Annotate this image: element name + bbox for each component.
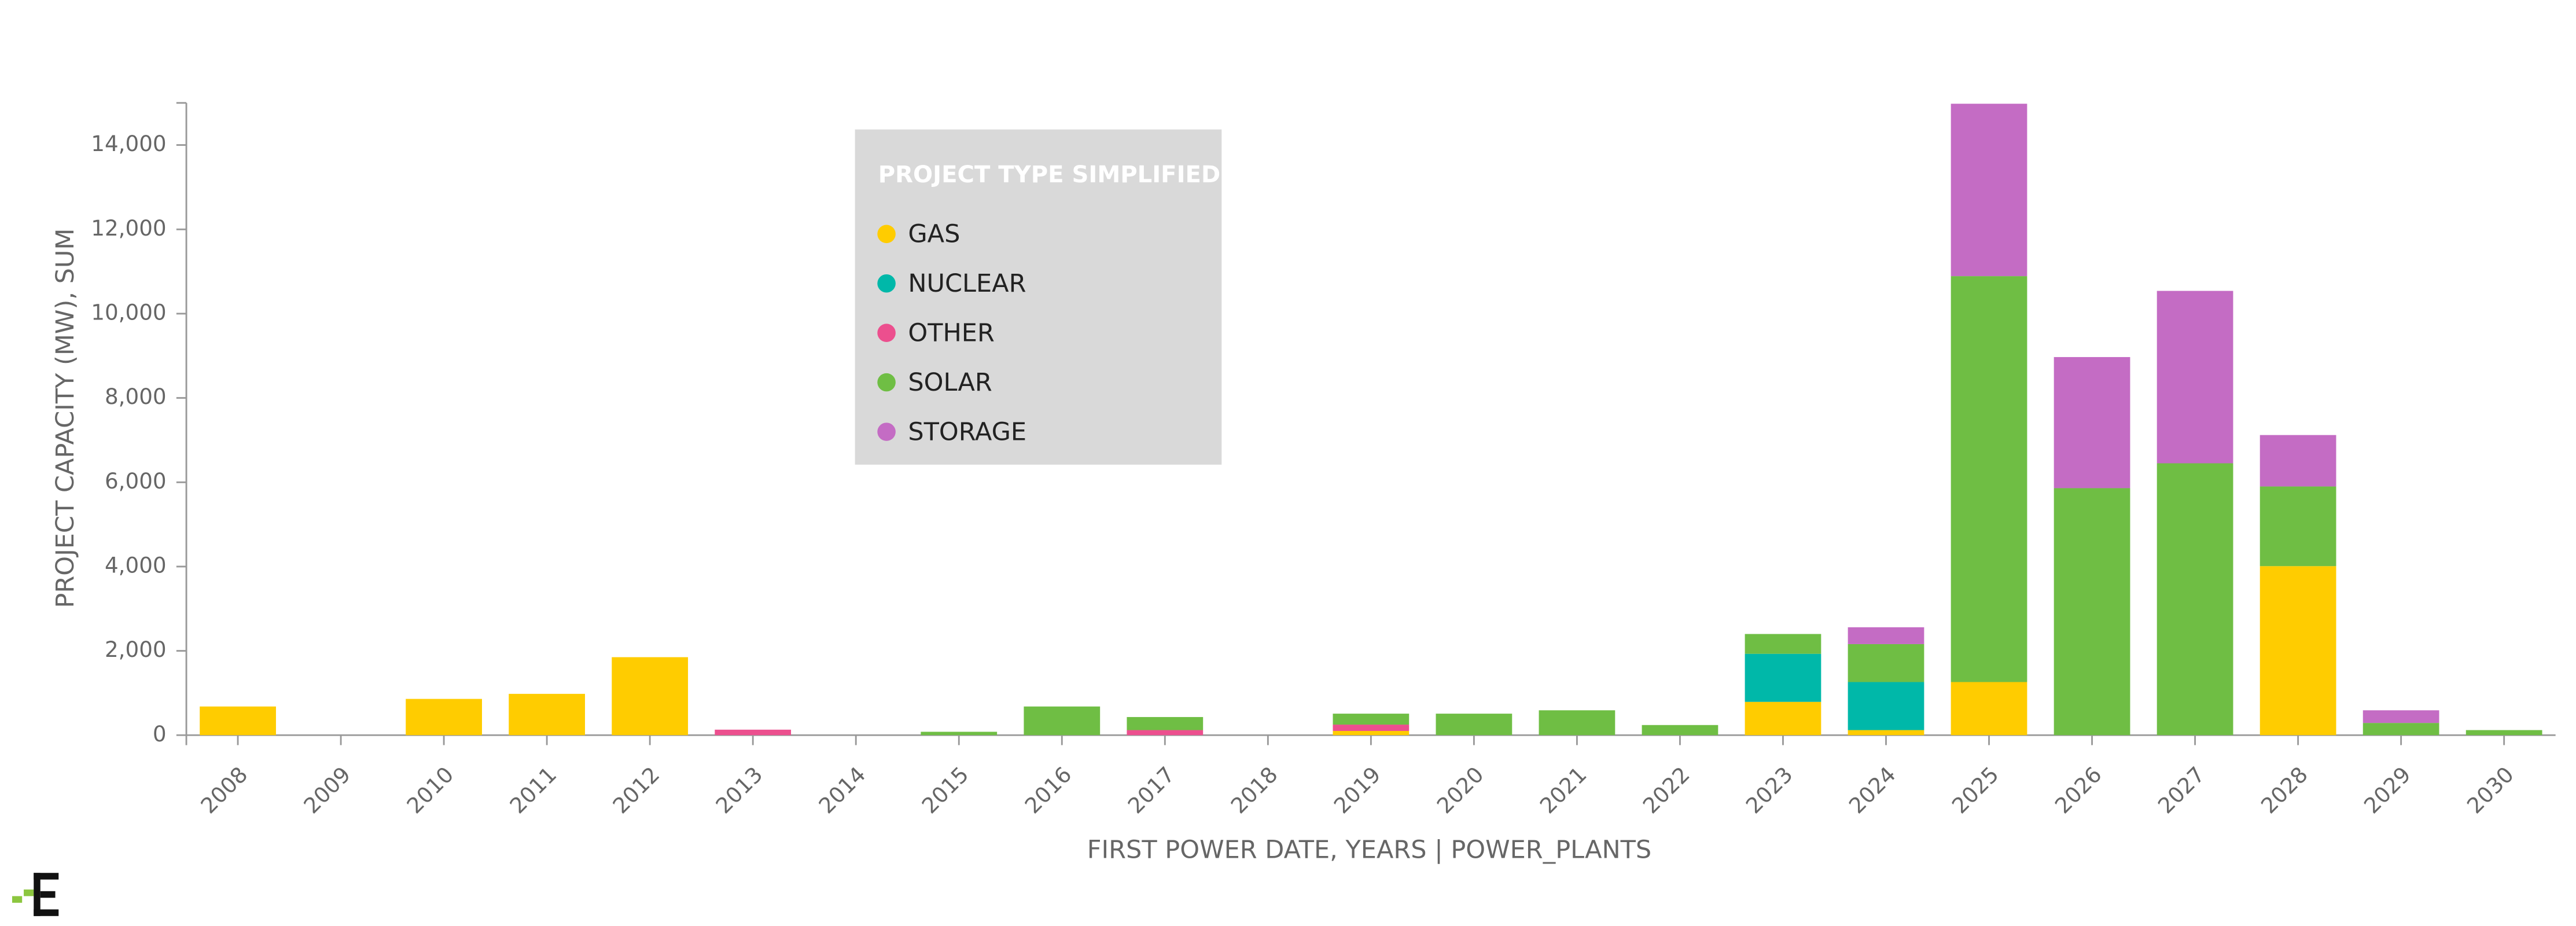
x-tick-label: 2011 <box>505 762 561 818</box>
x-tick-label: 2021 <box>1535 762 1592 818</box>
x-tick-label: 2015 <box>917 762 973 818</box>
bar-segment <box>1333 714 1410 725</box>
x-tick-label: 2022 <box>1638 762 1695 818</box>
legend-marker <box>877 422 896 441</box>
x-tick-label: 2009 <box>299 762 355 818</box>
bar-segment <box>1745 653 1821 702</box>
legend-title: PROJECT TYPE SIMPLIFIED <box>878 161 1220 188</box>
bar-segment <box>1539 710 1615 736</box>
bar-segment <box>509 693 586 736</box>
x-tick-label: 2024 <box>1844 762 1901 818</box>
x-tick-label: 2019 <box>1329 762 1385 818</box>
x-tick-label: 2012 <box>608 762 664 818</box>
bar-segment <box>1127 716 1204 730</box>
legend: PROJECT TYPE SIMPLIFIED GAS NUCLEAR OTHER SO… <box>855 129 1222 465</box>
bar-segment <box>612 657 689 736</box>
x-tick-label: 2016 <box>1020 762 1076 818</box>
legend-label: NUCLEAR <box>908 269 1026 298</box>
bar-segment <box>1127 730 1204 736</box>
bar-segment <box>2362 723 2439 736</box>
x-tick-label: 2029 <box>2359 762 2416 818</box>
bar-segment <box>2157 291 2233 464</box>
x-tick-label: 2026 <box>2050 762 2107 818</box>
y-axis-title: PROJECT CAPACITY (MW), SUM <box>51 229 80 608</box>
logo <box>12 873 59 916</box>
bar-segment <box>715 729 792 736</box>
x-tick-label: 2008 <box>196 762 252 818</box>
x-tick-label: 2017 <box>1123 762 1179 818</box>
x-tick-label: 2014 <box>814 762 870 818</box>
bar-segment <box>1951 682 2027 736</box>
bar-segment <box>2259 435 2336 487</box>
x-tick-label: 2020 <box>1431 762 1488 818</box>
bar-segment <box>1848 682 1924 730</box>
legend-label: OTHER <box>908 319 995 348</box>
y-tick-label: 4,000 <box>105 552 167 578</box>
bar-segment <box>2362 710 2439 723</box>
legend-marker <box>877 274 896 293</box>
x-tick-label: 2010 <box>402 762 458 818</box>
bar-segment <box>2054 357 2130 488</box>
legend-box <box>855 129 1222 465</box>
bar-segment <box>2259 486 2336 567</box>
y-tick-label: 14,000 <box>91 131 166 156</box>
x-tick-label: 2023 <box>1741 762 1798 818</box>
bar-segment <box>1333 725 1410 731</box>
y-tick-label: 0 <box>153 721 167 747</box>
bar-segment <box>2259 566 2336 736</box>
bar-segment <box>1848 627 1924 644</box>
x-tick-label: 2025 <box>1947 762 2004 818</box>
legend-label: GAS <box>908 220 960 249</box>
bar-segment <box>2465 730 2542 736</box>
legend-label: SOLAR <box>908 368 992 397</box>
bar-segment <box>200 706 276 736</box>
y-tick-label: 10,000 <box>91 299 166 325</box>
bar-segment <box>2157 463 2233 736</box>
bar-segment <box>1436 714 1513 736</box>
bar-segment <box>1745 701 1821 736</box>
y-tick-label: 2,000 <box>105 637 167 662</box>
bar-segment <box>1951 276 2027 682</box>
bar-segment <box>1848 644 1924 682</box>
x-tick-label: 2018 <box>1226 762 1282 818</box>
bar-segment <box>1642 725 1718 736</box>
legend-marker <box>877 324 896 342</box>
bar-segment <box>2054 488 2130 736</box>
bar-segment <box>1745 634 1821 654</box>
y-tick-label: 6,000 <box>105 468 167 494</box>
x-tick-label: 2028 <box>2256 762 2313 818</box>
legend-marker <box>877 373 896 392</box>
y-tick-label: 8,000 <box>105 384 167 409</box>
bar-segment <box>1848 730 1924 736</box>
y-tick-label: 12,000 <box>91 215 166 241</box>
x-axis-title: FIRST POWER DATE, YEARS | POWER_PLANTS <box>1087 835 1651 864</box>
legend-label: STORAGE <box>908 417 1026 446</box>
bar-segment <box>921 732 998 736</box>
bar-segment <box>1951 104 2027 277</box>
bar-segment <box>1024 706 1101 736</box>
x-tick-label: 2030 <box>2462 762 2519 818</box>
bar-segment <box>1333 730 1410 736</box>
legend-marker <box>877 225 896 244</box>
bar-segment <box>406 699 482 736</box>
x-tick-label: 2027 <box>2153 762 2210 818</box>
x-tick-label: 2013 <box>711 762 767 818</box>
